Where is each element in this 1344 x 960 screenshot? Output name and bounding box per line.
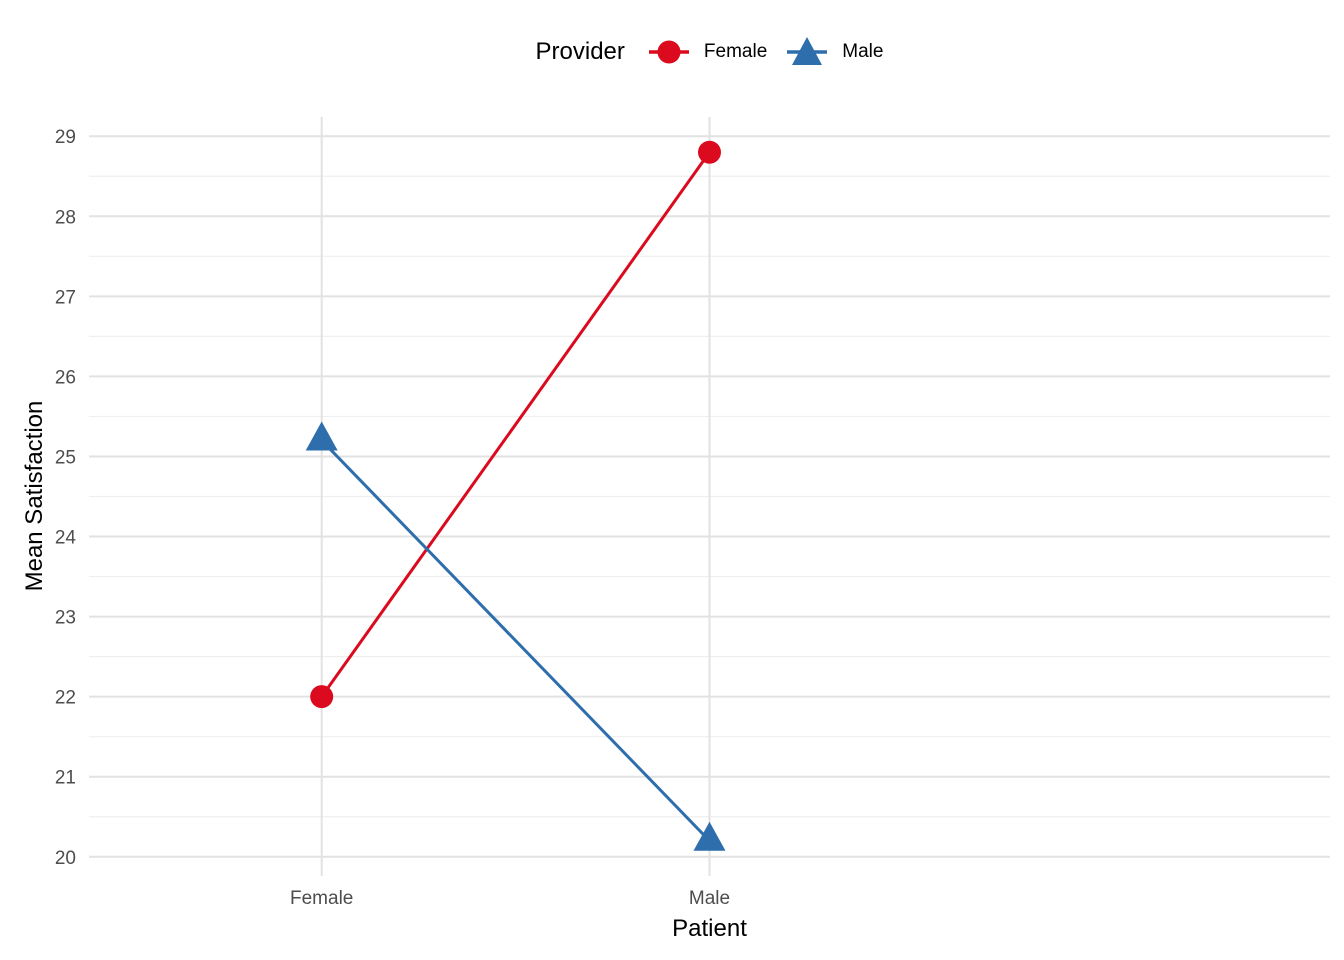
data-point-triangle (693, 821, 726, 851)
x-axis-tick-labels: Female Male (290, 888, 730, 909)
legend-item-male: Male (785, 35, 883, 69)
y-axis-tick-labels: 20 21 22 23 24 25 26 27 28 29 (55, 127, 77, 869)
y-axis-title: Mean Satisfaction (21, 400, 48, 592)
y-tick-label: 24 (55, 528, 77, 549)
series-female (310, 140, 721, 709)
data-point-circle (310, 685, 334, 709)
legend-key-triangle-icon (787, 37, 828, 65)
y-tick-label: 27 (55, 287, 76, 308)
legend-label: Female (703, 41, 768, 62)
series-male (305, 421, 726, 851)
legend-key-circle-icon (648, 40, 689, 64)
legend-label: Male (842, 41, 884, 62)
series-line (320, 151, 711, 698)
series-line (320, 439, 711, 842)
legend-item-female: Female (647, 35, 767, 69)
y-tick-label: 23 (55, 608, 76, 629)
gridlines-major (89, 117, 1330, 876)
x-tick-label: Female (290, 888, 353, 909)
legend-marker-triangle (792, 37, 823, 65)
y-tick-label: 21 (55, 768, 76, 789)
data-point-triangle (305, 421, 338, 451)
data-point-circle (698, 140, 721, 164)
y-tick-label: 20 (55, 848, 76, 869)
x-axis-title: Patient (672, 915, 747, 942)
legend-marker-circle (657, 40, 681, 64)
y-tick-label: 26 (55, 367, 76, 388)
y-tick-label: 25 (55, 447, 76, 468)
y-tick-label: 29 (55, 127, 76, 148)
x-tick-label: Male (689, 888, 730, 909)
y-tick-label: 28 (55, 207, 76, 228)
legend: Provider Female Male (89, 28, 1330, 76)
y-tick-label: 22 (55, 688, 76, 709)
legend-title: Provider (535, 38, 625, 65)
